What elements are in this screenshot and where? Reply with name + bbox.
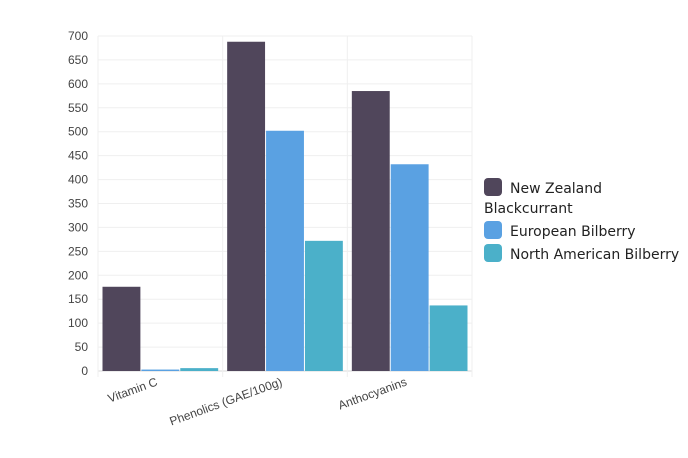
legend-item[interactable]: North American Bilberry — [484, 244, 680, 265]
legend-swatch — [484, 178, 502, 196]
y-tick-label: 50 — [75, 340, 89, 354]
bar[interactable] — [429, 305, 468, 371]
y-tick-label: 600 — [68, 77, 88, 91]
bar[interactable] — [304, 240, 343, 371]
y-tick-label: 300 — [68, 220, 88, 234]
y-tick-label: 100 — [68, 316, 88, 330]
y-tick-label: 650 — [68, 53, 88, 67]
bar[interactable] — [390, 164, 429, 371]
y-tick-label: 200 — [68, 268, 88, 282]
bar[interactable] — [351, 91, 390, 372]
x-axis-labels: Vitamin C Phenolics (GAE/100g) Anthocyanin… — [106, 375, 409, 429]
x-category-label: Vitamin C — [106, 375, 160, 406]
legend-swatch — [484, 221, 502, 239]
y-tick-label: 400 — [68, 173, 88, 187]
bar[interactable] — [102, 286, 141, 371]
legend-swatch — [484, 244, 502, 262]
y-tick-label: 550 — [68, 101, 88, 115]
legend-label: New Zealand Blackcurrant — [484, 181, 602, 217]
y-tick-label: 350 — [68, 197, 88, 211]
y-tick-label: 0 — [81, 364, 88, 378]
legend: New Zealand Blackcurrant European Bilber… — [484, 178, 680, 267]
legend-item[interactable]: New Zealand Blackcurrant — [484, 178, 680, 219]
bar[interactable] — [141, 369, 180, 371]
legend-item[interactable]: European Bilberry — [484, 221, 680, 242]
bar[interactable] — [266, 130, 304, 371]
y-tick-label: 450 — [68, 149, 88, 163]
legend-label: European Bilberry — [510, 224, 636, 240]
y-tick-label: 250 — [68, 244, 88, 258]
x-category-label: Phenolics (GAE/100g) — [168, 375, 284, 429]
bars — [102, 41, 468, 372]
y-tick-label: 500 — [68, 125, 88, 139]
y-axis-ticks: 0 50 100 150 200 250 300 350 400 450 500 550 600 650 7… — [68, 29, 88, 378]
bar[interactable] — [227, 41, 266, 371]
bar[interactable] — [180, 368, 219, 371]
legend-label: North American Bilberry — [510, 247, 680, 263]
y-tick-label: 150 — [68, 292, 88, 306]
y-tick-label: 700 — [68, 29, 88, 43]
x-category-label: Anthocyanins — [336, 375, 408, 413]
